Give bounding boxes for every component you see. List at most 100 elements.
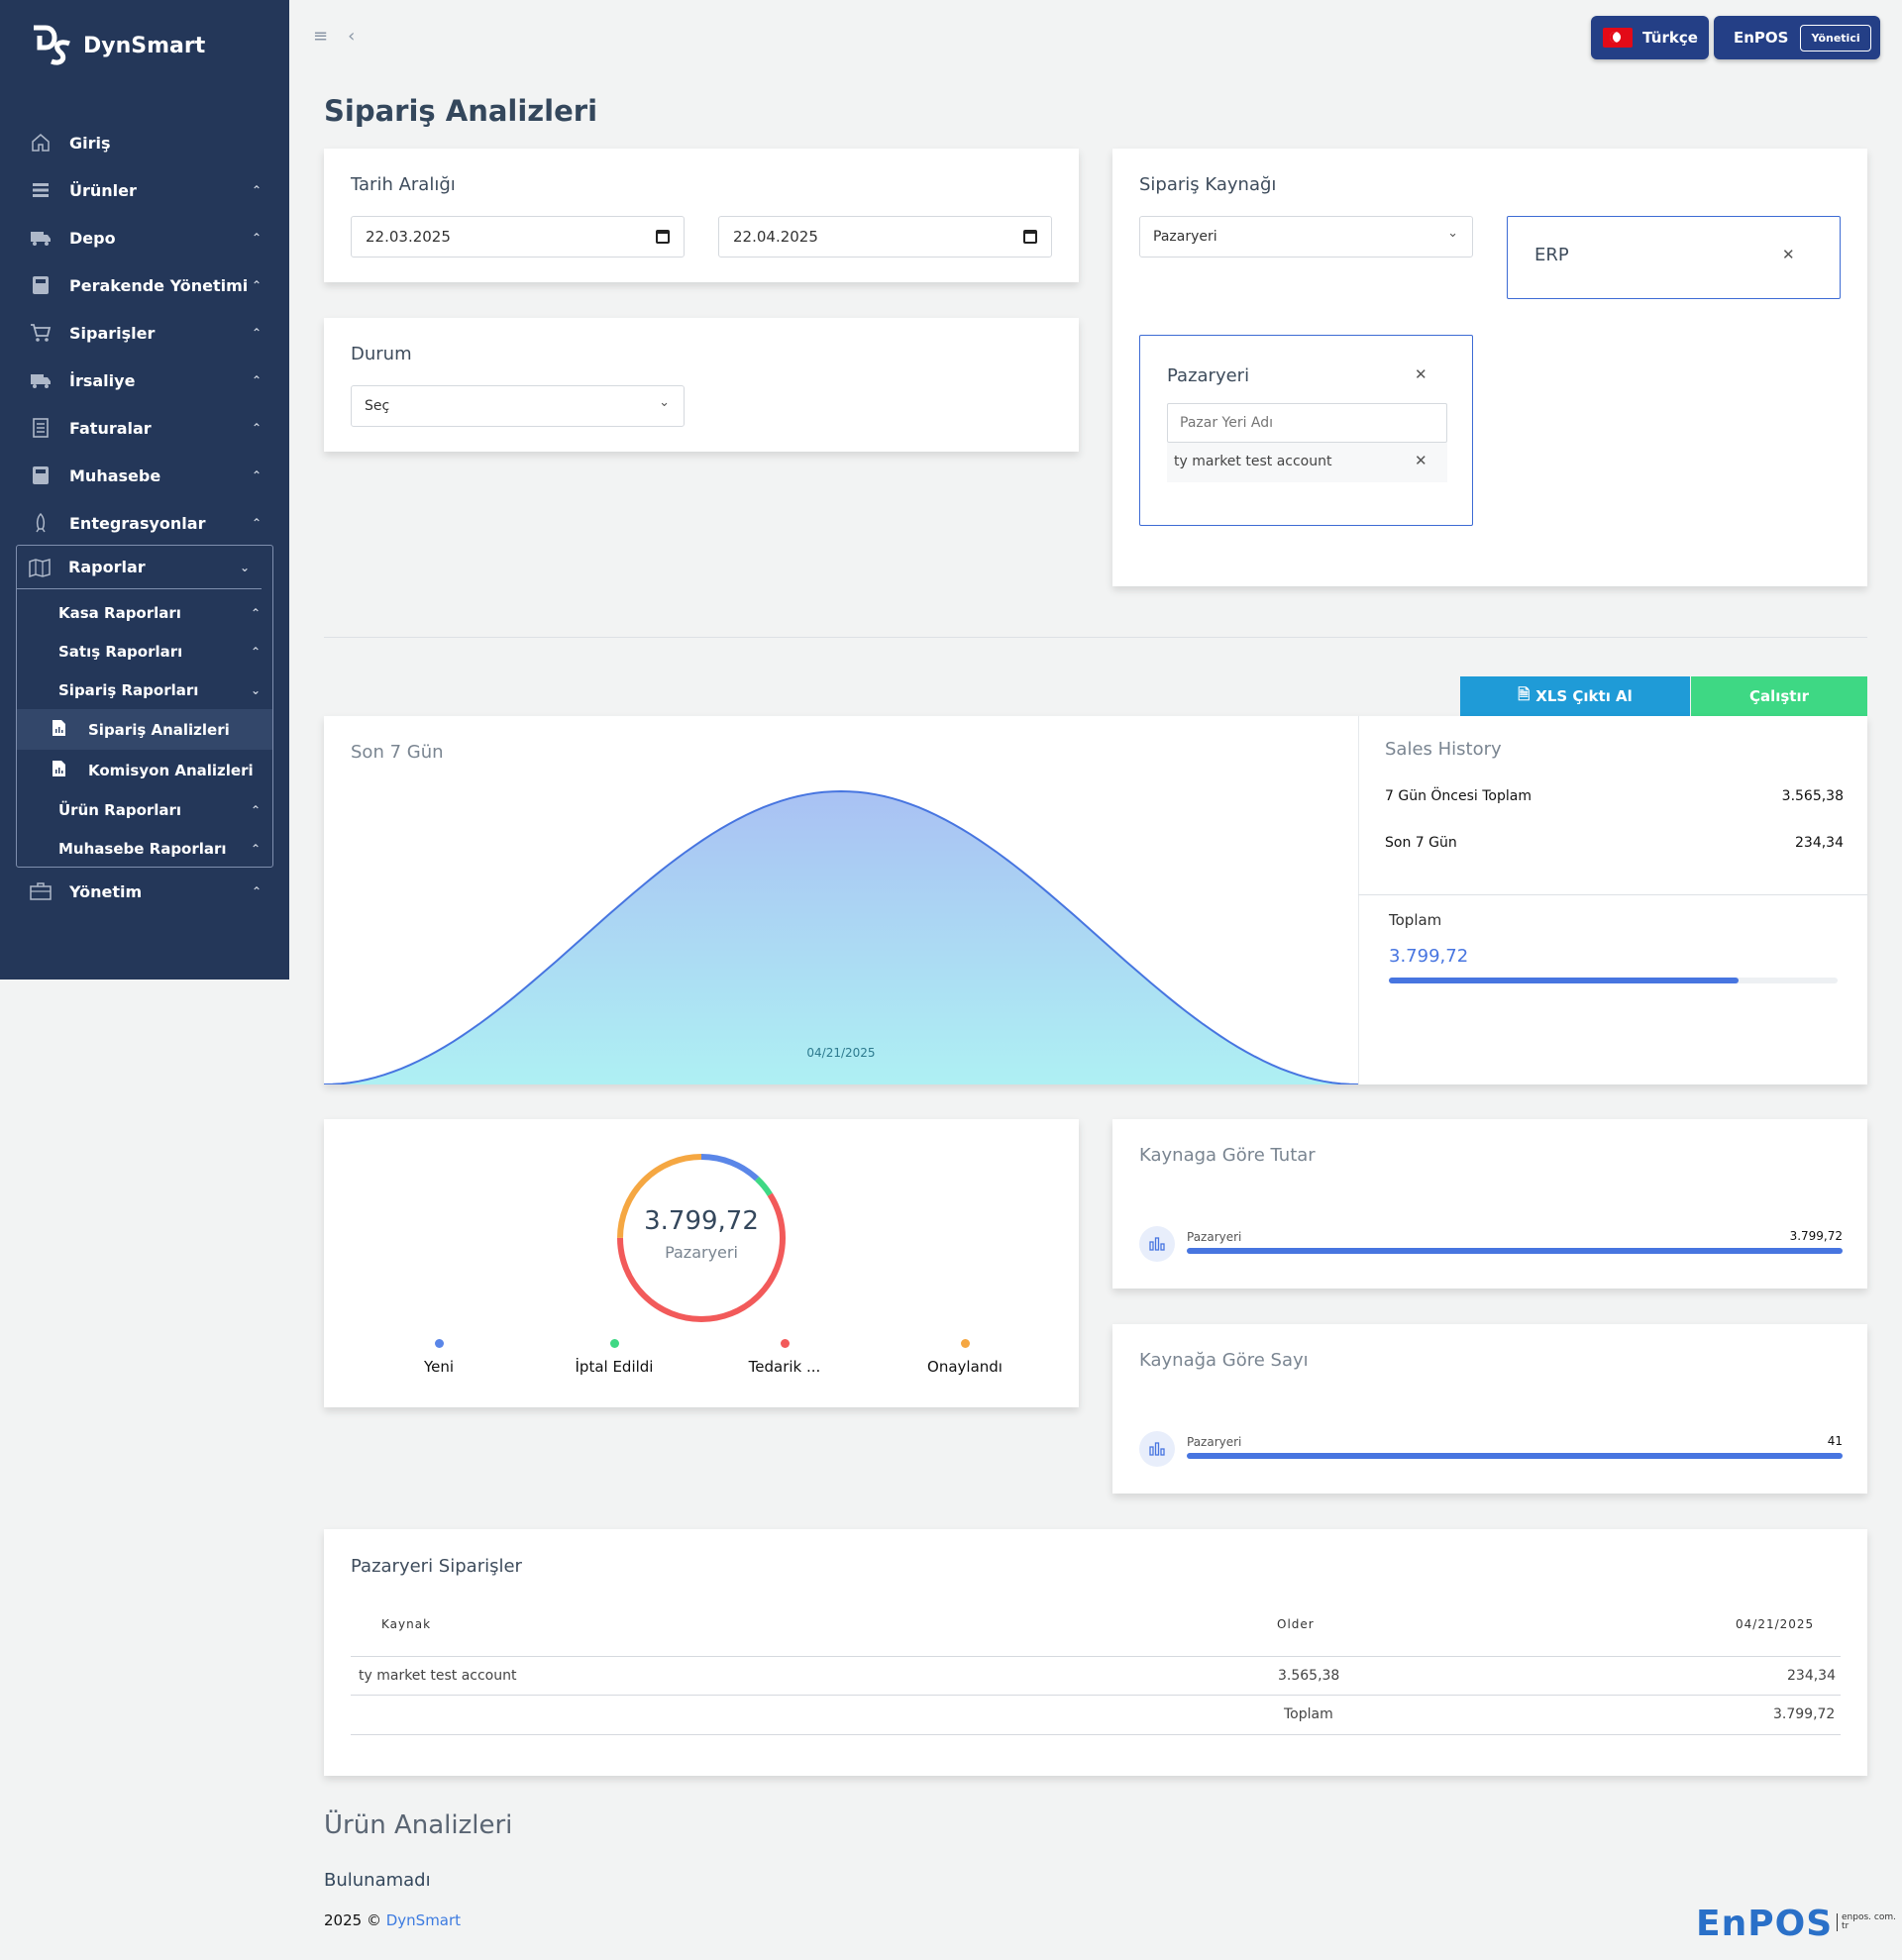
area-series-line: [324, 789, 1358, 1084]
chevron-down-icon: ⌄: [250, 682, 262, 697]
sidebar-item-siparisler[interactable]: Siparişler ⌃: [0, 309, 289, 357]
table-header-older: Older: [1277, 1617, 1315, 1631]
chevron-up-icon: ⌃: [250, 644, 262, 659]
truck-icon: [30, 369, 52, 391]
turkey-flag-icon: [1603, 28, 1633, 48]
status-select[interactable]: Seç ⌄: [351, 385, 685, 427]
user-menu-button[interactable]: EnPOS Yönetici: [1714, 16, 1880, 59]
home-icon: [30, 132, 52, 154]
sidebar-nav: Giriş Ürünler ⌃ Depo ⌃ Perakende Yönetim…: [0, 119, 289, 547]
sidebar-item-siparis-raporlari[interactable]: Sipariş Raporları ⌄: [58, 680, 262, 699]
legend-item-iptal[interactable]: İptal Edildi: [545, 1339, 684, 1376]
file-icon: 🗎: [1518, 684, 1531, 703]
chevron-up-icon: ⌃: [250, 841, 262, 856]
language-button[interactable]: Türkçe: [1591, 16, 1709, 59]
sidebar: DynSmart Giriş Ürünler ⌃ Depo ⌃ Perakend…: [0, 0, 289, 980]
chevron-up-icon: ⌃: [251, 326, 263, 340]
last-7-days-area-chart: 04/21/2025: [324, 789, 1358, 1084]
table-row-divider: [351, 1695, 1841, 1696]
legend-item-yeni[interactable]: Yeni: [370, 1339, 508, 1376]
sidebar-item-urun-raporlari[interactable]: Ürün Raporları ⌃: [58, 800, 262, 819]
chevron-down-icon: ⌄: [239, 560, 251, 574]
donut-value: 3.799,72: [644, 1206, 759, 1236]
close-icon[interactable]: ✕: [1415, 452, 1427, 469]
sidebar-item-irsaliye[interactable]: İrsaliye ⌃: [0, 357, 289, 404]
sidebar-item-urunler[interactable]: Ürünler ⌃: [0, 166, 289, 214]
chevron-down-icon: ⌄: [1447, 226, 1458, 241]
source-select[interactable]: Pazaryeri ⌄: [1139, 216, 1473, 258]
end-date-input[interactable]: 22.04.2025: [718, 216, 1052, 258]
sidebar-item-yonetim[interactable]: Yönetim ⌃: [0, 868, 289, 915]
logo[interactable]: DynSmart: [30, 24, 205, 67]
marketplace-name-input[interactable]: [1167, 403, 1447, 443]
sidebar-item-perakende[interactable]: Perakende Yönetimi ⌃: [0, 261, 289, 309]
sales-history-divider: [1358, 894, 1867, 895]
table-header-date: 04/21/2025: [1736, 1617, 1815, 1631]
menu-icon[interactable]: ≡: [313, 26, 329, 47]
footer-link[interactable]: DynSmart: [385, 1911, 462, 1929]
date-range-card: Tarih Aralığı 22.03.2025 22.04.2025: [324, 149, 1079, 282]
sales-history-total-value: 3.799,72: [1389, 946, 1469, 967]
chevron-up-icon: ⌃: [251, 278, 263, 292]
section-divider: [324, 637, 1867, 638]
product-analysis-title: Ürün Analizleri: [324, 1810, 513, 1840]
sidebar-item-entegrasyonlar[interactable]: Entegrasyonlar ⌃: [0, 499, 289, 547]
sales-history-total-label: Toplam: [1389, 911, 1442, 929]
bar-chart-icon: [1139, 1431, 1175, 1467]
chevron-up-icon: ⌃: [251, 373, 263, 387]
truck-icon: [30, 227, 52, 249]
status-donut-card: 3.799,72 Pazaryeri: [324, 1119, 1079, 1407]
map-icon: [29, 557, 51, 578]
footer-copyright: 2025 © DynSmart: [324, 1911, 462, 1929]
close-icon[interactable]: ✕: [1415, 365, 1427, 383]
marketplace-selected-item: ty market test account ✕: [1167, 443, 1447, 482]
sidebar-item-kasa-raporlari[interactable]: Kasa Raporları ⌃: [58, 603, 262, 622]
sidebar-item-faturalar[interactable]: Faturalar ⌃: [0, 404, 289, 452]
list-icon: [30, 179, 52, 201]
rocket-icon: [30, 512, 52, 534]
run-button[interactable]: Çalıştır: [1691, 676, 1867, 716]
close-icon[interactable]: ✕: [1782, 246, 1795, 263]
by-source-count-card: Kaynağa Göre Sayı: [1112, 1324, 1867, 1494]
chevron-up-icon: ⌃: [250, 605, 262, 620]
sidebar-item-siparis-analizleri[interactable]: Sipariş Analizleri: [17, 709, 272, 750]
last-7-days-card: Son 7 Gün 04/21/2025 Sales History: [324, 716, 1867, 1084]
export-xls-button[interactable]: 🗎 XLS Çıktı Al: [1460, 676, 1690, 716]
sidebar-group-raporlar: Raporlar ⌄ Kasa Raporları ⌃ Satış Raporla…: [16, 545, 273, 868]
sidebar-item-depo[interactable]: Depo ⌃: [0, 214, 289, 261]
enpos-logo: EnPOS: [1696, 1904, 1834, 1944]
bar-chart-icon: [1139, 1226, 1175, 1262]
table-header-kaynak: Kaynak: [381, 1617, 432, 1631]
by-source-amount-card: Kaynaga Göre Tutar: [1112, 1119, 1867, 1289]
order-source-card: Sipariş Kaynağı Pazaryeri ⌄ ERP ✕ Pazary…: [1112, 149, 1867, 586]
source-count-bar: [1187, 1453, 1843, 1459]
legend-item-onaylandi[interactable]: Onaylandı: [896, 1339, 1034, 1376]
calendar-icon[interactable]: [1023, 230, 1037, 244]
area-series-fill: [324, 791, 1358, 1084]
legend-dot: [960, 1339, 970, 1348]
dynsmart-logo-icon: [34, 25, 70, 65]
sidebar-item-komisyon-analizleri[interactable]: Komisyon Analizleri: [17, 750, 272, 790]
file-chart-icon: [53, 760, 68, 780]
sidebar-item-satis-raporlari[interactable]: Satış Raporları ⌃: [58, 642, 262, 661]
product-analysis-empty: Bulunamadı: [324, 1870, 431, 1891]
briefcase-icon: [30, 880, 52, 902]
start-date-input[interactable]: 22.03.2025: [351, 216, 685, 258]
status-card: Durum Seç ⌄: [324, 318, 1079, 452]
table-total-value: 3.799,72: [1773, 1706, 1836, 1722]
chevron-up-icon: ⌃: [251, 516, 263, 530]
sales-history-title: Sales History: [1385, 739, 1502, 760]
source-amount-bar: [1187, 1248, 1843, 1254]
calendar-icon[interactable]: [656, 230, 670, 244]
sidebar-item-muhasebe[interactable]: Muhasebe ⌃: [0, 452, 289, 499]
chevron-up-icon: ⌃: [251, 231, 263, 245]
legend-item-tedarik[interactable]: Tedarik ...: [715, 1339, 854, 1376]
chevron-left-icon[interactable]: ‹: [348, 26, 356, 47]
sidebar-item-raporlar[interactable]: Raporlar ⌄: [17, 546, 262, 589]
legend-dot: [780, 1339, 790, 1348]
sidebar-item-giris[interactable]: Giriş: [0, 119, 289, 166]
enpos-domain: enpos. com. tr: [1837, 1913, 1902, 1931]
erp-source-box: ERP ✕: [1507, 216, 1841, 299]
sidebar-item-muhasebe-raporlari[interactable]: Muhasebe Raporları ⌃: [58, 839, 262, 858]
legend-dot: [434, 1339, 444, 1348]
